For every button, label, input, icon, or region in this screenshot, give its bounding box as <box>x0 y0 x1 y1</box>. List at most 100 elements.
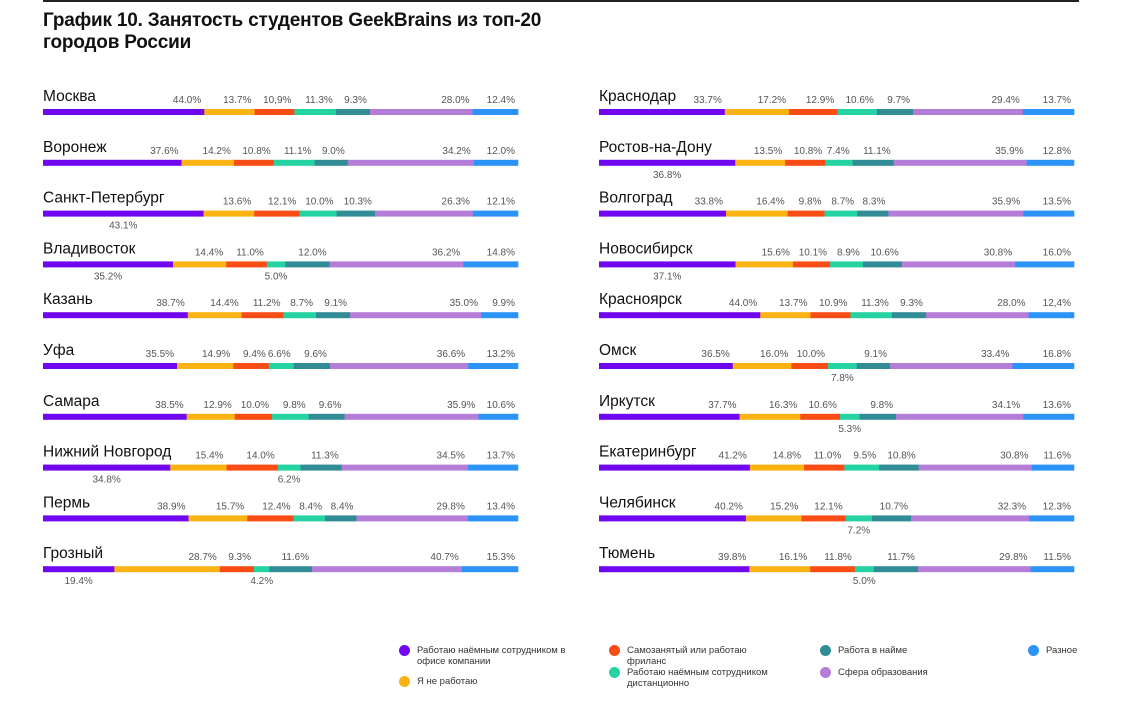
data-label: 10.6% <box>845 95 873 106</box>
bar-segment-notworking <box>186 413 236 420</box>
data-label: 10.1% <box>799 247 827 258</box>
legend-item-remote: Работаю наёмным сотрудником дистанционно <box>609 667 787 689</box>
legend-label-hired: Работа в найме <box>838 645 908 656</box>
bar-segment-education <box>917 566 1031 573</box>
bar-segment-hired <box>852 159 894 166</box>
city-row: Челябинск 40.2% 15.2% 12.1% 7.2% 10.7% 32.3% 12… <box>599 494 1075 536</box>
bar-segment-education <box>374 210 474 217</box>
data-label: 15.6% <box>762 247 790 258</box>
bar-segment-office <box>599 312 761 319</box>
bar-cap <box>43 363 49 369</box>
bar-cap <box>43 413 49 420</box>
data-label: 7.2% <box>847 525 870 536</box>
data-label: 10.8% <box>887 451 915 462</box>
bar-segment-office <box>43 312 189 319</box>
bar-cap <box>512 363 518 369</box>
data-label: 36.2% <box>432 247 460 258</box>
data-label: 35.5% <box>146 349 174 360</box>
data-label: 10.6% <box>487 400 515 411</box>
legend-item-hired: Работа в найме <box>820 645 907 656</box>
bar-cap <box>599 109 605 115</box>
bar-segment-hired <box>285 261 330 268</box>
data-label: 38.7% <box>156 298 184 309</box>
data-label: 33.8% <box>695 197 723 208</box>
data-label: 12.1% <box>268 197 296 208</box>
bar-segment-other <box>1022 109 1075 115</box>
bar-segment-other <box>1023 210 1075 217</box>
data-label: 14.9% <box>202 349 230 360</box>
bar-cap <box>43 464 49 471</box>
bar-segment-remote <box>837 109 878 115</box>
bar-segment-notworking <box>177 363 234 369</box>
legend-label-remote: Работаю наёмным сотрудником дистанционно <box>627 667 768 689</box>
bar-segment-remote <box>293 515 326 522</box>
data-label: 9.8% <box>870 400 893 411</box>
bar-cap <box>512 566 518 573</box>
bar-segment-education <box>913 109 1024 115</box>
bar-segment-education <box>890 363 1013 369</box>
city-name: Самара <box>43 393 100 410</box>
data-label: 14.8% <box>487 247 515 258</box>
bar-cap <box>512 515 518 522</box>
data-label: 9.3% <box>344 95 367 106</box>
bar-segment-notworking <box>739 413 801 420</box>
city-row: Краснодар 33.7% 17.2% 12.9% 10.6% 9.7% 29.4% 13… <box>599 88 1075 115</box>
city-name: Уфа <box>43 342 75 359</box>
bar-segment-remote <box>850 312 893 319</box>
bar-cap <box>599 210 605 217</box>
bar-segment-freelance <box>233 159 274 166</box>
bar-segment-education <box>925 312 1029 319</box>
bar-segment-remote <box>266 261 286 268</box>
bar-segment-notworking <box>203 210 255 217</box>
bar-segment-other <box>480 312 519 319</box>
legend-dot-freelance <box>609 645 620 656</box>
city-name: Екатеринбург <box>599 444 697 461</box>
city-row: Волгоград 33.8% 16.4% 9.8% 8.7% 8.3% 35.9% 13.5… <box>599 190 1075 217</box>
bar-cap <box>1068 312 1074 319</box>
bar-segment-other <box>1030 566 1075 573</box>
bar-segment-freelance <box>789 109 838 115</box>
data-label: 10.0% <box>797 349 825 360</box>
data-label: 43.1% <box>109 221 137 232</box>
data-label: 16.4% <box>756 197 784 208</box>
bar-segment-hired <box>862 261 903 268</box>
bar-segment-freelance <box>801 515 846 522</box>
city-row: Казань 38.7% 14.4% 11.2% 8.7% 9.1% 35.0% 9.9% <box>43 291 519 319</box>
bar-cap <box>1068 159 1074 166</box>
data-label: 11.1% <box>863 146 891 157</box>
city-name: Омск <box>599 342 636 359</box>
bar-segment-office <box>599 210 727 217</box>
data-label: 12.0% <box>487 146 515 157</box>
bar-segment-remote <box>268 363 295 369</box>
bar-cap <box>1068 413 1074 420</box>
city-row: Нижний Новгород 34.8% 15.4% 14.0% 6.2% 11.3% 3… <box>43 444 519 486</box>
data-label: 11.6% <box>1043 451 1071 462</box>
bar-segment-hired <box>308 413 345 420</box>
bar-segment-notworking <box>187 312 242 319</box>
bar-segment-hired <box>879 464 920 471</box>
data-label: 35.9% <box>447 400 475 411</box>
city-name: Волгоград <box>599 190 673 207</box>
bar-segment-freelance <box>810 312 851 319</box>
data-label: 12.9% <box>203 400 231 411</box>
data-label: 40.2% <box>715 501 743 512</box>
bar-cap <box>512 464 518 471</box>
data-label: 41.2% <box>719 451 747 462</box>
city-name: Воронеж <box>43 139 107 156</box>
bar-cap <box>599 566 605 573</box>
data-label: 37.6% <box>150 146 178 157</box>
data-label: 10.0% <box>305 197 333 208</box>
bar-segment-notworking <box>173 261 227 268</box>
data-label: 11.0% <box>814 451 842 462</box>
bar-segment-freelance <box>234 413 273 420</box>
data-label: 37.1% <box>653 271 681 282</box>
data-label: 14.8% <box>773 451 801 462</box>
bar-cap <box>599 413 605 420</box>
bar-segment-hired <box>325 515 357 522</box>
data-label: 12.4% <box>262 501 290 512</box>
bar-segment-education <box>350 312 482 319</box>
bar-segment-other <box>478 413 519 420</box>
data-label: 29.4% <box>991 95 1019 106</box>
bar-segment-freelance <box>247 515 294 522</box>
